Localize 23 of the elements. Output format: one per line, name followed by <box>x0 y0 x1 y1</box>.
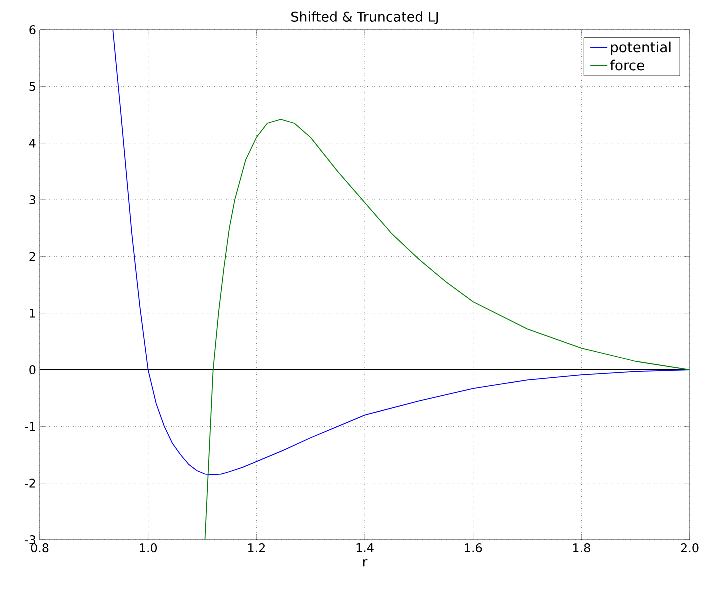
y-tick-label: 4 <box>29 138 36 148</box>
x-tick-label: 1.4 <box>356 544 374 552</box>
y-tick-label: 2 <box>30 252 36 262</box>
y-tick-label: -2 <box>25 478 36 488</box>
y-tick-label: 6 <box>30 25 36 35</box>
line-series <box>204 119 690 540</box>
chart-title: Shifted & Truncated LJ <box>292 12 438 24</box>
y-tick-label: 0 <box>30 365 36 375</box>
y-tick-label: 5 <box>30 82 36 92</box>
x-tick-label: 2.0 <box>681 544 699 553</box>
legend-label: force <box>610 60 644 71</box>
legend-label: potential <box>611 42 671 56</box>
y-tick-label: 1 <box>30 308 36 318</box>
y-tick-label: 3 <box>30 195 36 205</box>
line-series <box>112 30 690 476</box>
x-tick-label: 1.2 <box>248 544 265 552</box>
y-tick-label: -3 <box>25 535 36 545</box>
x-tick-label: 1.8 <box>573 544 590 553</box>
y-tick-label: -1 <box>25 422 36 432</box>
x-tick-label: 1.0 <box>140 544 158 553</box>
x-tick-label: 1.6 <box>465 544 482 553</box>
x-tick-label: 0.8 <box>31 544 49 553</box>
x-axis-title: r <box>364 559 368 567</box>
